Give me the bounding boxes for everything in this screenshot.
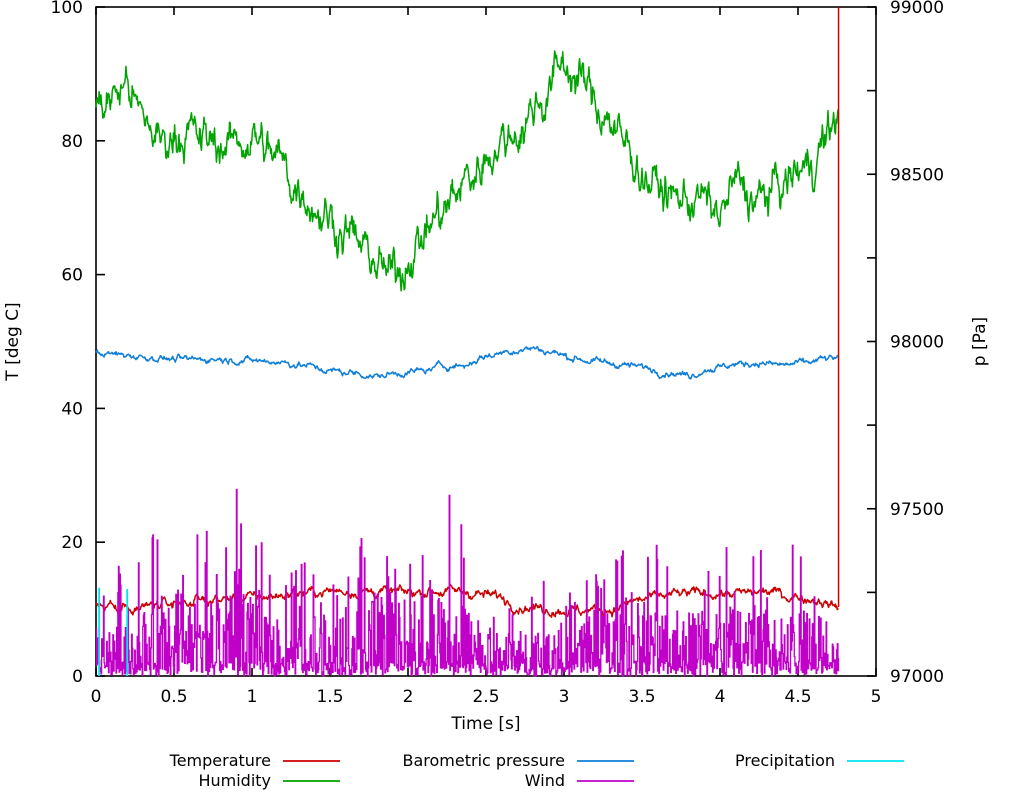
series-humidity (95, 50, 840, 292)
legend-label-precipitation[interactable]: Precipitation (735, 751, 835, 770)
x-tick-label: 0 (91, 687, 102, 707)
series-group (95, 50, 840, 677)
y2-tick-label: 99000 (890, 0, 944, 18)
x-tick-label: 3 (559, 687, 570, 707)
x-tick-label: 2.5 (472, 687, 499, 707)
x-tick-label: 4 (715, 687, 726, 707)
legend: Temperature Barometric pressure Precipitat… (169, 751, 904, 790)
x-tick-label: 3.5 (628, 687, 655, 707)
x-axis-title: Time [s] (450, 714, 520, 734)
series-wind (95, 488, 840, 677)
y-tick-label: 20 (61, 533, 83, 553)
x-tick-label: 1 (247, 687, 258, 707)
x-tick-label: 0.5 (160, 687, 187, 707)
legend-label-barometric-pressure[interactable]: Barometric pressure (402, 751, 565, 770)
series-barometric-pressure (95, 345, 839, 380)
legend-label-temperature[interactable]: Temperature (169, 751, 271, 770)
y-axis-left: 0 20 40 60 80 100 (51, 0, 105, 687)
plot-frame (95, 6, 877, 677)
y2-tick-label: 97000 (890, 667, 944, 687)
x-tick-label: 4.5 (784, 687, 811, 707)
y-tick-label: 40 (61, 399, 83, 419)
y-tick-label: 60 (61, 266, 83, 286)
y2-tick-label: 97500 (890, 500, 944, 520)
series-precipitation (98, 587, 129, 676)
x-tick-label: 1.5 (316, 687, 343, 707)
legend-label-humidity[interactable]: Humidity (198, 771, 271, 790)
x-axis: 0 0.5 1 1.5 2 2.5 3 3.5 4 4.5 5 (91, 7, 882, 707)
y-tick-label: 80 (61, 132, 83, 152)
x-tick-label: 5 (871, 687, 882, 707)
y-tick-label: 0 (72, 667, 83, 687)
x-tick-label: 2 (403, 687, 414, 707)
series-temperature (95, 583, 839, 618)
y2-tick-label: 98000 (890, 333, 944, 353)
y2-axis-title: p [Pa] (970, 317, 990, 366)
y2-tick-label: 98500 (890, 165, 944, 185)
y-axis-right: 97000 97500 98000 98500 99000 (867, 0, 944, 687)
y-tick-label: 100 (51, 0, 83, 18)
y-axis-title: T [deg C] (3, 302, 23, 381)
legend-label-wind[interactable]: Wind (525, 771, 565, 790)
